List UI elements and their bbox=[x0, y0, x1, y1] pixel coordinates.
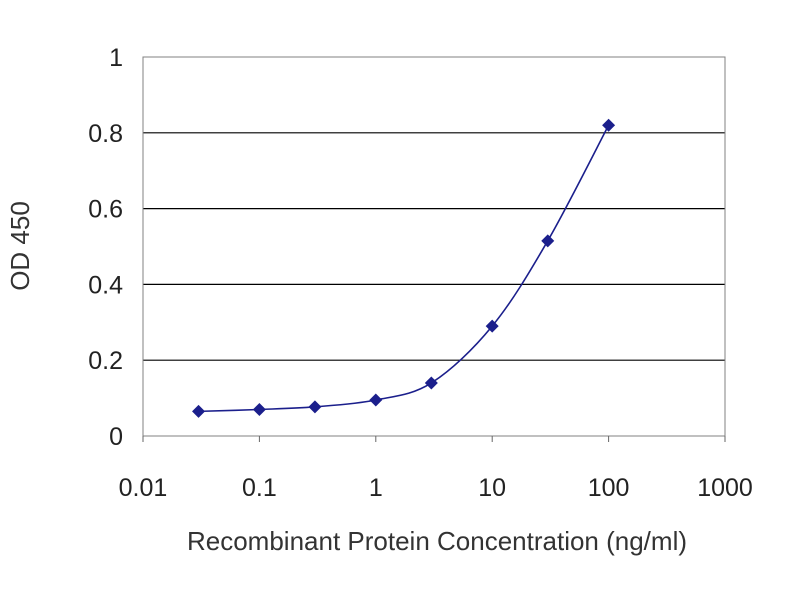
data-point bbox=[252, 402, 266, 416]
x-tick-label: 10 bbox=[478, 474, 506, 502]
y-tick-label: 0.6 bbox=[88, 196, 123, 224]
series-line bbox=[198, 124, 610, 413]
y-tick-label: 0 bbox=[109, 423, 123, 451]
x-tick-label: 0.1 bbox=[242, 474, 277, 502]
data-point bbox=[369, 393, 383, 407]
plot-area bbox=[142, 56, 726, 437]
tick-labels: 0 0.2 0.4 0.6 0.8 1 0.01 0.1 1 10 100 1000 bbox=[88, 44, 753, 502]
data-point bbox=[485, 319, 499, 333]
data-point bbox=[308, 400, 322, 414]
x-tick-label: 1000 bbox=[697, 474, 753, 502]
x-tick-label: 1 bbox=[369, 474, 383, 502]
x-tick-label: 100 bbox=[588, 474, 630, 502]
x-axis-title: Recombinant Protein Concentration (ng/ml… bbox=[187, 526, 687, 556]
y-tick-label: 1 bbox=[109, 44, 123, 72]
y-axis-title: OD 450 bbox=[5, 201, 35, 291]
data-point bbox=[424, 376, 438, 390]
data-point bbox=[541, 234, 555, 248]
x-tick-label: 0.01 bbox=[119, 474, 168, 502]
y-tick-label: 0.8 bbox=[88, 120, 123, 148]
series-group bbox=[192, 118, 616, 418]
data-point bbox=[602, 118, 616, 132]
y-tick-label: 0.2 bbox=[88, 347, 123, 375]
data-point bbox=[192, 404, 206, 418]
gridlines bbox=[143, 132, 725, 361]
y-tick-label: 0.4 bbox=[88, 271, 123, 299]
